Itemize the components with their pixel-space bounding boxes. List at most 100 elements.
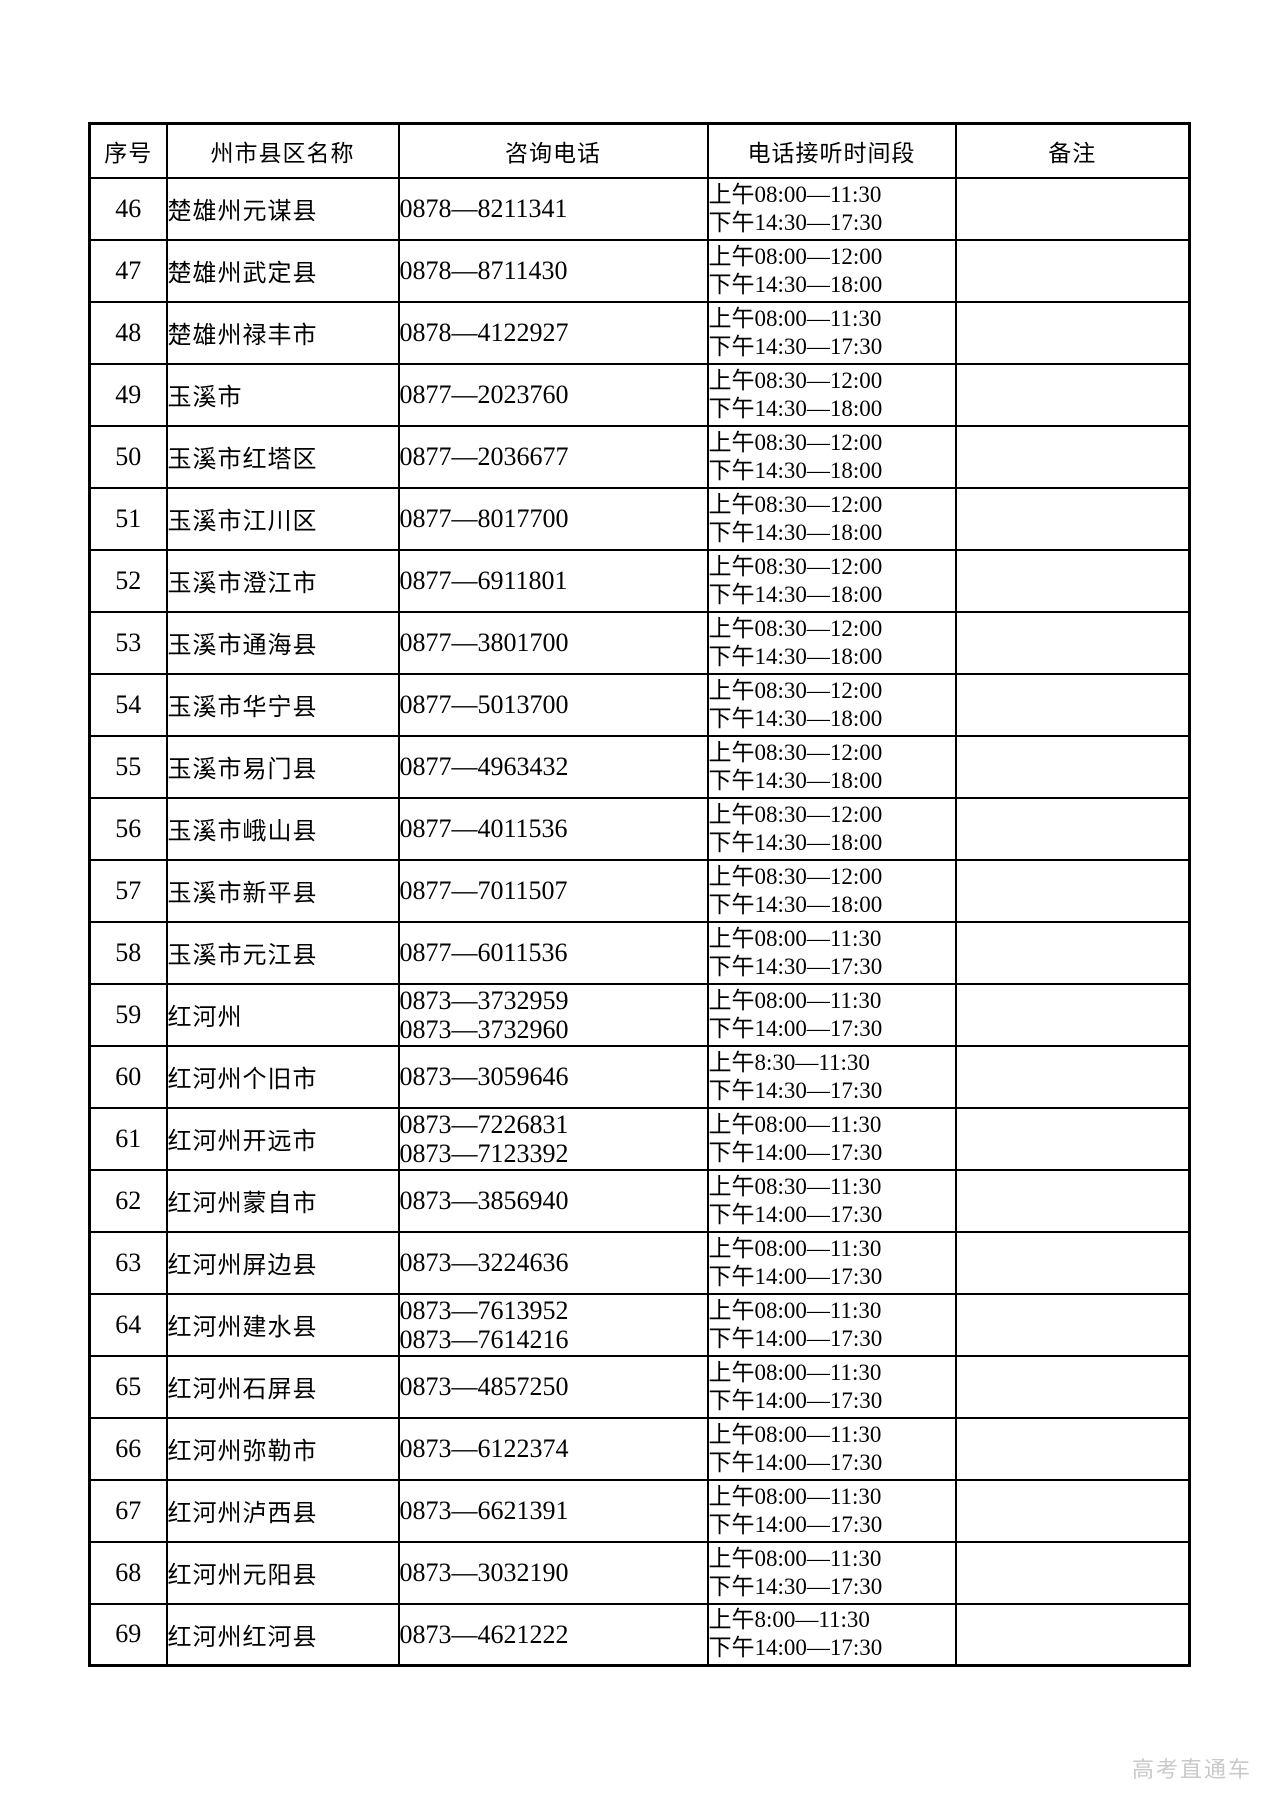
cell-time-window: 上午08:00—11:30 下午14:30—17:30: [706, 176, 957, 241]
table-header: 序号 州市县区名称 咨询电话 电话接听时间段 备注: [88, 122, 1191, 179]
cell-time-window: 上午08:00—11:30 下午14:00—17:30: [706, 982, 957, 1047]
table-row: 55 玉溪市易门县 0877—4963432 上午08:30—12:00 下午14…: [88, 734, 1191, 799]
cell-time-window: 上午08:30—12:00 下午14:30—18:00: [706, 610, 957, 675]
cell-phone-number: 0878—8211341: [397, 176, 709, 241]
column-header-district-name: 州市县区名称: [165, 122, 400, 179]
cell-remark: [954, 1602, 1191, 1667]
cell-serial-number: 69: [88, 1602, 168, 1667]
cell-serial-number: 62: [88, 1168, 168, 1233]
cell-remark: [954, 424, 1191, 489]
cell-time-window: 上午08:30—12:00 下午14:30—18:00: [706, 424, 957, 489]
cell-district-name: 玉溪市澄江市: [165, 548, 400, 613]
cell-phone-number: 0877—6911801: [397, 548, 709, 613]
cell-district-name: 红河州石屏县: [165, 1354, 400, 1419]
cell-remark: [954, 610, 1191, 675]
cell-district-name: 红河州个旧市: [165, 1044, 400, 1109]
table-row: 62 红河州蒙自市 0873—3856940 上午08:30—11:30 下午14…: [88, 1168, 1191, 1233]
table-row: 69 红河州红河县 0873—4621222 上午8:00—11:30 下午14:…: [88, 1602, 1191, 1667]
cell-phone-number: 0877—2023760: [397, 362, 709, 427]
cell-phone-number: 0877—2036677: [397, 424, 709, 489]
cell-phone-number: 0878—8711430: [397, 238, 709, 303]
cell-serial-number: 51: [88, 486, 168, 551]
cell-remark: [954, 300, 1191, 365]
table-row: 61 红河州开远市 0873—7226831 0873—7123392 上午08:…: [88, 1106, 1191, 1171]
cell-district-name: 红河州建水县: [165, 1292, 400, 1357]
cell-remark: [954, 1354, 1191, 1419]
table-row: 48 楚雄州禄丰市 0878—4122927 上午08:00—11:30 下午14…: [88, 300, 1191, 365]
cell-time-window: 上午8:30—11:30 下午14:30—17:30: [706, 1044, 957, 1109]
cell-remark: [954, 672, 1191, 737]
table-body: 46 楚雄州元谋县 0878—8211341 上午08:00—11:30 下午14…: [88, 176, 1191, 1667]
cell-district-name: 玉溪市华宁县: [165, 672, 400, 737]
cell-district-name: 红河州: [165, 982, 400, 1047]
cell-remark: [954, 1478, 1191, 1543]
cell-remark: [954, 734, 1191, 799]
cell-district-name: 红河州屏边县: [165, 1230, 400, 1295]
cell-remark: [954, 1230, 1191, 1295]
cell-phone-number: 0873—3059646: [397, 1044, 709, 1109]
cell-time-window: 上午08:00—11:30 下午14:30—17:30: [706, 920, 957, 985]
cell-district-name: 楚雄州元谋县: [165, 176, 400, 241]
table-row: 49 玉溪市 0877—2023760 上午08:30—12:00 下午14:30…: [88, 362, 1191, 427]
cell-phone-number: 0873—3224636: [397, 1230, 709, 1295]
cell-serial-number: 57: [88, 858, 168, 923]
table-row: 67 红河州泸西县 0873—6621391 上午08:00—11:30 下午14…: [88, 1478, 1191, 1543]
cell-phone-number: 0877—6011536: [397, 920, 709, 985]
cell-serial-number: 64: [88, 1292, 168, 1357]
cell-phone-number: 0877—4011536: [397, 796, 709, 861]
cell-district-name: 玉溪市元江县: [165, 920, 400, 985]
cell-remark: [954, 1044, 1191, 1109]
cell-district-name: 红河州元阳县: [165, 1540, 400, 1605]
cell-phone-number: 0878—4122927: [397, 300, 709, 365]
cell-time-window: 上午08:30—12:00 下午14:30—18:00: [706, 858, 957, 923]
cell-time-window: 上午08:30—12:00 下午14:30—18:00: [706, 796, 957, 861]
cell-serial-number: 59: [88, 982, 168, 1047]
cell-serial-number: 67: [88, 1478, 168, 1543]
table-row: 50 玉溪市红塔区 0877—2036677 上午08:30—12:00 下午14…: [88, 424, 1191, 489]
cell-time-window: 上午08:30—12:00 下午14:30—18:00: [706, 548, 957, 613]
cell-serial-number: 58: [88, 920, 168, 985]
cell-phone-number: 0877—3801700: [397, 610, 709, 675]
cell-serial-number: 48: [88, 300, 168, 365]
cell-serial-number: 47: [88, 238, 168, 303]
cell-district-name: 红河州开远市: [165, 1106, 400, 1171]
cell-district-name: 玉溪市易门县: [165, 734, 400, 799]
cell-phone-number: 0873—4857250: [397, 1354, 709, 1419]
cell-remark: [954, 548, 1191, 613]
cell-serial-number: 54: [88, 672, 168, 737]
cell-remark: [954, 238, 1191, 303]
cell-district-name: 楚雄州禄丰市: [165, 300, 400, 365]
cell-district-name: 玉溪市新平县: [165, 858, 400, 923]
cell-phone-number: 0877—5013700: [397, 672, 709, 737]
cell-time-window: 上午08:00—11:30 下午14:30—17:30: [706, 300, 957, 365]
table-row: 60 红河州个旧市 0873—3059646 上午8:30—11:30 下午14:…: [88, 1044, 1191, 1109]
table-row: 64 红河州建水县 0873—7613952 0873—7614216 上午08:…: [88, 1292, 1191, 1357]
cell-remark: [954, 1416, 1191, 1481]
cell-time-window: 上午08:00—11:30 下午14:00—17:30: [706, 1292, 957, 1357]
cell-serial-number: 63: [88, 1230, 168, 1295]
cell-serial-number: 66: [88, 1416, 168, 1481]
column-header-remark: 备注: [954, 122, 1191, 179]
table-row: 66 红河州弥勒市 0873—6122374 上午08:00—11:30 下午14…: [88, 1416, 1191, 1481]
table-row: 59 红河州 0873—3732959 0873—3732960 上午08:00—…: [88, 982, 1191, 1047]
cell-phone-number: 0873—7613952 0873—7614216: [397, 1292, 709, 1357]
table-row: 47 楚雄州武定县 0878—8711430 上午08:00—12:00 下午14…: [88, 238, 1191, 303]
cell-district-name: 楚雄州武定县: [165, 238, 400, 303]
cell-remark: [954, 982, 1191, 1047]
cell-phone-number: 0873—3732959 0873—3732960: [397, 982, 709, 1047]
column-header-serial: 序号: [88, 122, 168, 179]
cell-district-name: 红河州蒙自市: [165, 1168, 400, 1233]
cell-district-name: 玉溪市江川区: [165, 486, 400, 551]
phone-directory-table: 序号 州市县区名称 咨询电话 电话接听时间段 备注 46 楚雄州元谋县 0878…: [88, 122, 1191, 1667]
table-row: 54 玉溪市华宁县 0877—5013700 上午08:30—12:00 下午14…: [88, 672, 1191, 737]
cell-district-name: 红河州泸西县: [165, 1478, 400, 1543]
cell-remark: [954, 1106, 1191, 1171]
column-header-time-window: 电话接听时间段: [706, 122, 957, 179]
table-row: 53 玉溪市通海县 0877—3801700 上午08:30—12:00 下午14…: [88, 610, 1191, 675]
cell-serial-number: 49: [88, 362, 168, 427]
cell-serial-number: 52: [88, 548, 168, 613]
cell-time-window: 上午08:00—11:30 下午14:00—17:30: [706, 1416, 957, 1481]
table-row: 65 红河州石屏县 0873—4857250 上午08:00—11:30 下午14…: [88, 1354, 1191, 1419]
cell-serial-number: 46: [88, 176, 168, 241]
